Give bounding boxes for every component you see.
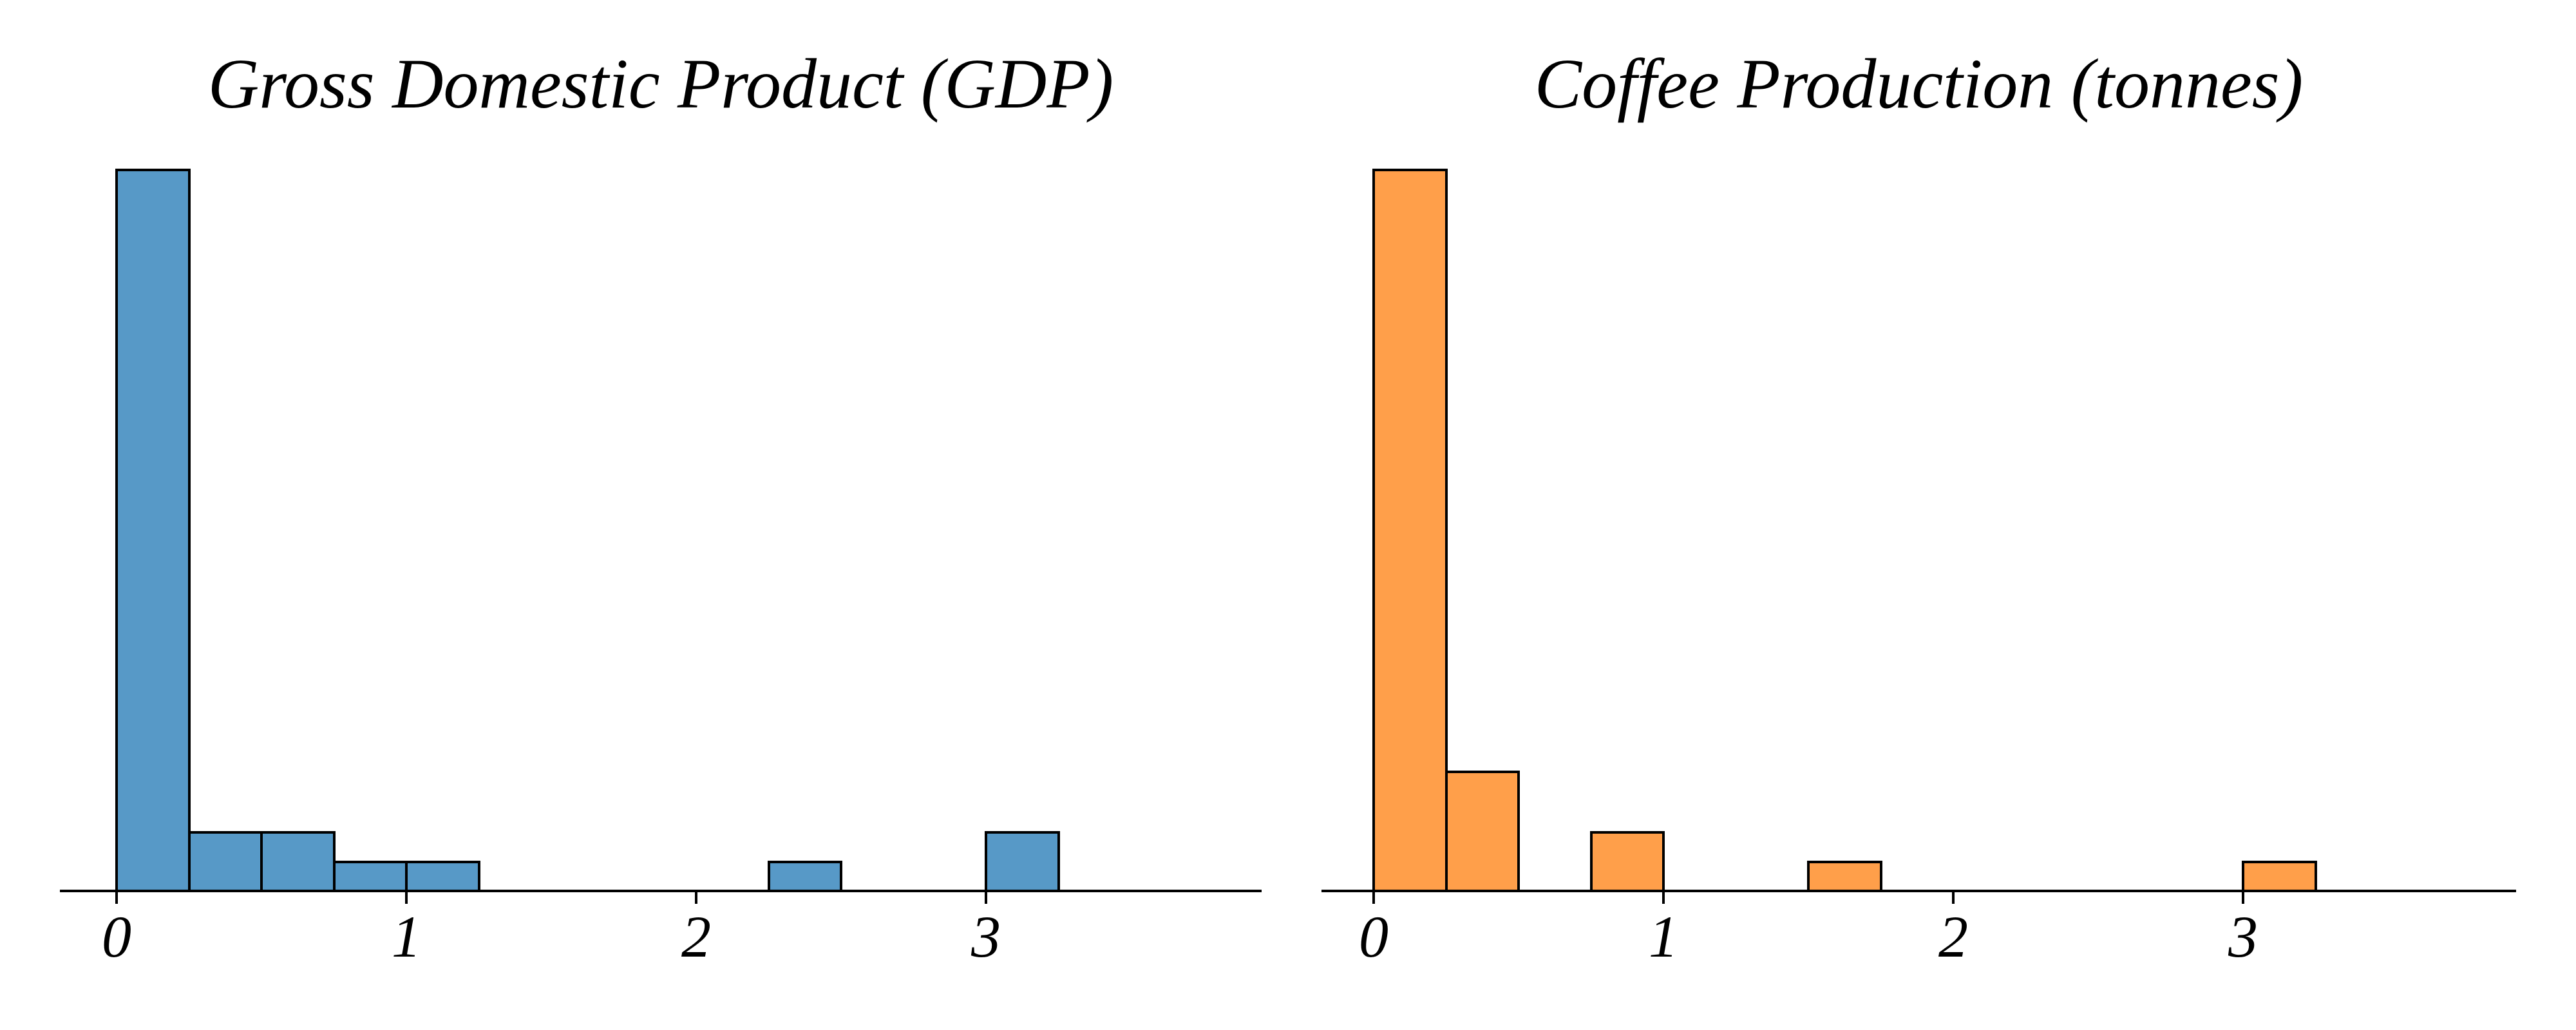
chart-title-coffee: Coffee Production (tonnes) xyxy=(1534,44,2304,123)
x-tick xyxy=(1952,892,1955,904)
x-tick xyxy=(1372,892,1375,904)
x-tick xyxy=(695,892,697,904)
histogram-bar xyxy=(260,830,336,892)
x-tick xyxy=(115,892,118,904)
x-tick-label: 2 xyxy=(681,904,711,969)
histogram-bar xyxy=(985,830,1060,892)
x-axis-line xyxy=(1321,890,2516,892)
x-tick-label: 3 xyxy=(2228,904,2258,969)
histogram-bar xyxy=(187,830,263,892)
x-tick-label: 1 xyxy=(1649,904,1678,969)
histogram-bar xyxy=(115,169,191,892)
histogram-bar xyxy=(767,861,842,892)
x-tick xyxy=(985,892,987,904)
x-tick xyxy=(2242,892,2244,904)
chart-title-gdp: Gross Domestic Product (GDP) xyxy=(207,44,1114,123)
histogram-bar xyxy=(1589,830,1665,892)
histogram-bar xyxy=(332,861,408,892)
histogram-bar xyxy=(405,861,480,892)
histogram-bar xyxy=(1444,771,1520,892)
histogram-bar xyxy=(1372,169,1448,892)
histogram-bar xyxy=(1807,861,1882,892)
x-tick xyxy=(405,892,408,904)
x-tick-label: 2 xyxy=(1938,904,1968,969)
x-tick xyxy=(1662,892,1665,904)
x-tick-label: 1 xyxy=(392,904,421,969)
x-axis-line xyxy=(60,890,1262,892)
x-tick-label: 0 xyxy=(1359,904,1388,969)
x-tick-label: 0 xyxy=(102,904,131,969)
x-tick-label: 3 xyxy=(971,904,1001,969)
histogram-bar xyxy=(2242,861,2317,892)
